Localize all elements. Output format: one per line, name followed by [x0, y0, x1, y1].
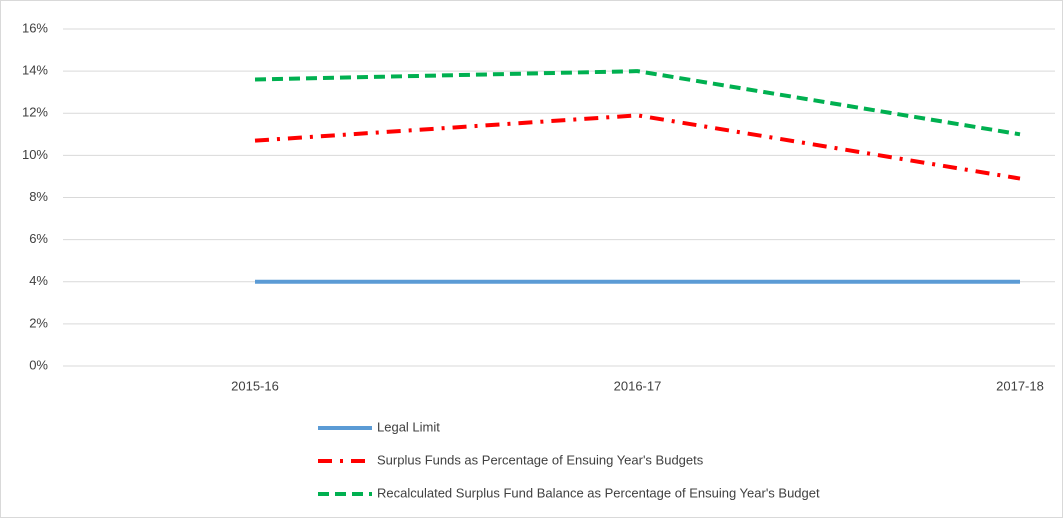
y-tick-label: 4% [29, 273, 48, 288]
y-tick-label: 6% [29, 231, 48, 246]
x-tick-label: 2016-17 [614, 378, 662, 393]
y-tick-label: 14% [22, 63, 48, 78]
legend-label: Recalculated Surplus Fund Balance as Per… [377, 485, 820, 500]
x-tick-label: 2015-16 [231, 378, 279, 393]
y-tick-label: 16% [22, 20, 48, 35]
y-tick-label: 0% [29, 357, 48, 372]
y-tick-label: 10% [22, 147, 48, 162]
y-tick-label: 12% [22, 105, 48, 120]
legend-label: Surplus Funds as Percentage of Ensuing Y… [377, 452, 704, 467]
y-tick-label: 2% [29, 315, 48, 330]
y-tick-label: 8% [29, 189, 48, 204]
x-tick-label: 2017-18 [996, 378, 1044, 393]
series-line [254, 69, 1021, 137]
legend-label: Legal Limit [377, 419, 440, 434]
